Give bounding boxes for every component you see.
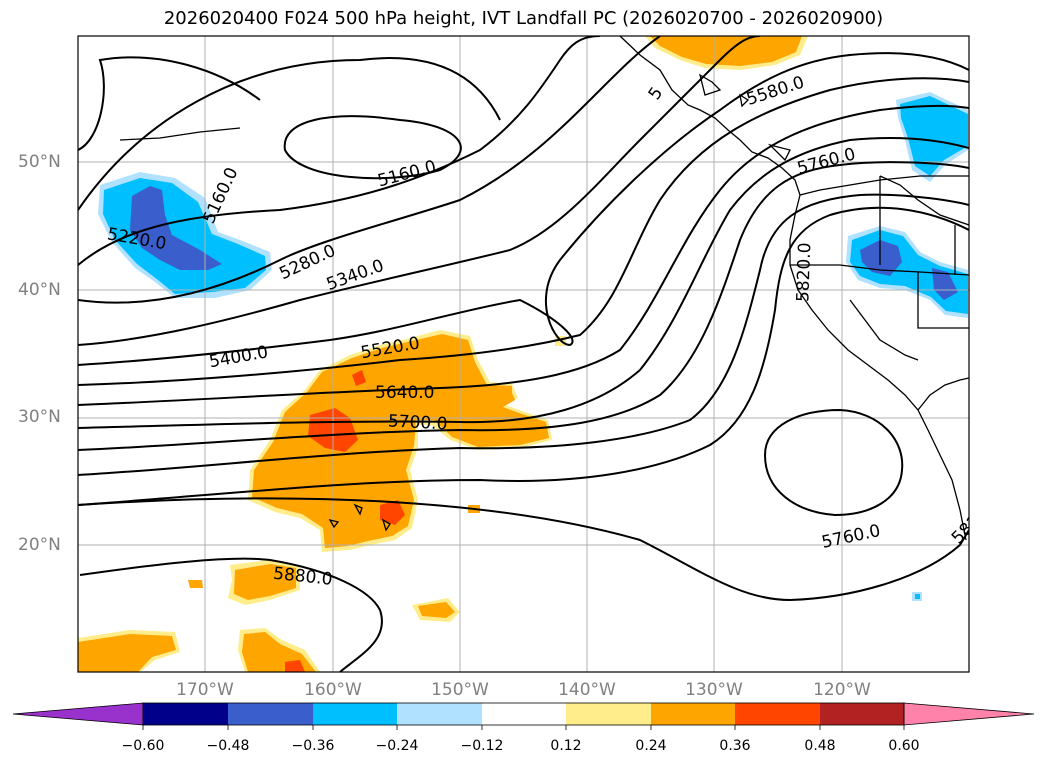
ivt-negative-region [900, 96, 968, 176]
colorbar-tick-label: 0.24 [635, 738, 667, 754]
colorbar-segment [820, 703, 904, 725]
colorbar-tick-label: −0.36 [291, 738, 335, 754]
colorbar-segment [482, 703, 566, 725]
ivt-negative-strong-region [130, 186, 222, 270]
colorbar-tick-label: 0.12 [550, 738, 582, 754]
ivt-positive-strong-region [352, 370, 366, 386]
colorbar-tick-label: −0.12 [460, 738, 504, 754]
colorbar-segment [651, 703, 735, 725]
latitude-label: 50°N [18, 152, 61, 172]
longitude-label: 150°W [431, 680, 489, 700]
ivt-negative-strong-region [860, 240, 902, 276]
colorbar-segment [397, 703, 482, 725]
contour-label: 5400.0 [208, 342, 270, 372]
map-frame [77, 35, 970, 673]
contour-label: 5760.0 [795, 144, 858, 179]
ivt-positive-region [650, 36, 802, 66]
colorbar-extend-low [12, 702, 144, 726]
contour-label: 5160.0 [199, 164, 242, 226]
height-contours [78, 36, 969, 672]
ivt-positive-region [494, 385, 512, 394]
colorbar-segment [735, 703, 820, 725]
colorbar-tick-label: 0.48 [804, 738, 836, 754]
longitude-label: 140°W [558, 680, 616, 700]
ivt-positive-region [252, 334, 549, 548]
contour-label: 5580.0 [744, 73, 807, 110]
ivt-negative-region [915, 594, 920, 599]
colorbar-segment [143, 703, 228, 725]
contour-label: 5820 [948, 504, 993, 549]
colorbar-tick-label: −0.48 [206, 738, 250, 754]
colorbar [12, 702, 1035, 730]
colorbar-segment [313, 703, 397, 725]
ivt-positive-region [188, 580, 203, 588]
contour-label: 5760.0 [820, 521, 882, 553]
map-plot-area: 5160.0 5160.0 5220.0 5280.0 5340.0 5400.… [78, 36, 993, 672]
colorbar-segment [228, 703, 313, 725]
colorbar-segment [566, 703, 651, 725]
contour-label: 5640.0 [375, 383, 434, 403]
colorbar-tick-label: 0.60 [888, 738, 920, 754]
ivt-positive-region [234, 564, 296, 600]
contour-label: 5820.0 [793, 242, 815, 302]
longitude-label: 160°W [304, 680, 362, 700]
ivt-positive-strong-region [380, 500, 405, 525]
ivt-positive-region [78, 634, 176, 672]
colorbar-tick-label: 0.36 [719, 738, 751, 754]
latitude-label: 30°N [18, 407, 61, 427]
colorbar-tick-label: −0.60 [121, 738, 165, 754]
ivt-positive-strong-region [285, 660, 305, 672]
colorbar-tick-label: −0.24 [375, 738, 419, 754]
latitude-label: 40°N [18, 280, 61, 300]
colorbar-extend-high [903, 702, 1035, 726]
longitude-label: 130°W [685, 680, 743, 700]
longitude-label: 170°W [176, 680, 234, 700]
coastlines [119, 36, 969, 541]
contour-label: 5700.0 [387, 411, 447, 434]
map-title: 2026020400 F024 500 hPa height, IVT Land… [163, 8, 884, 29]
ivt-positive-region [418, 602, 455, 618]
ivt-negative-strong-region [932, 268, 958, 300]
longitude-label: 120°W [813, 680, 871, 700]
latitude-label: 20°N [18, 535, 61, 555]
contour-label: 5 [645, 84, 668, 104]
